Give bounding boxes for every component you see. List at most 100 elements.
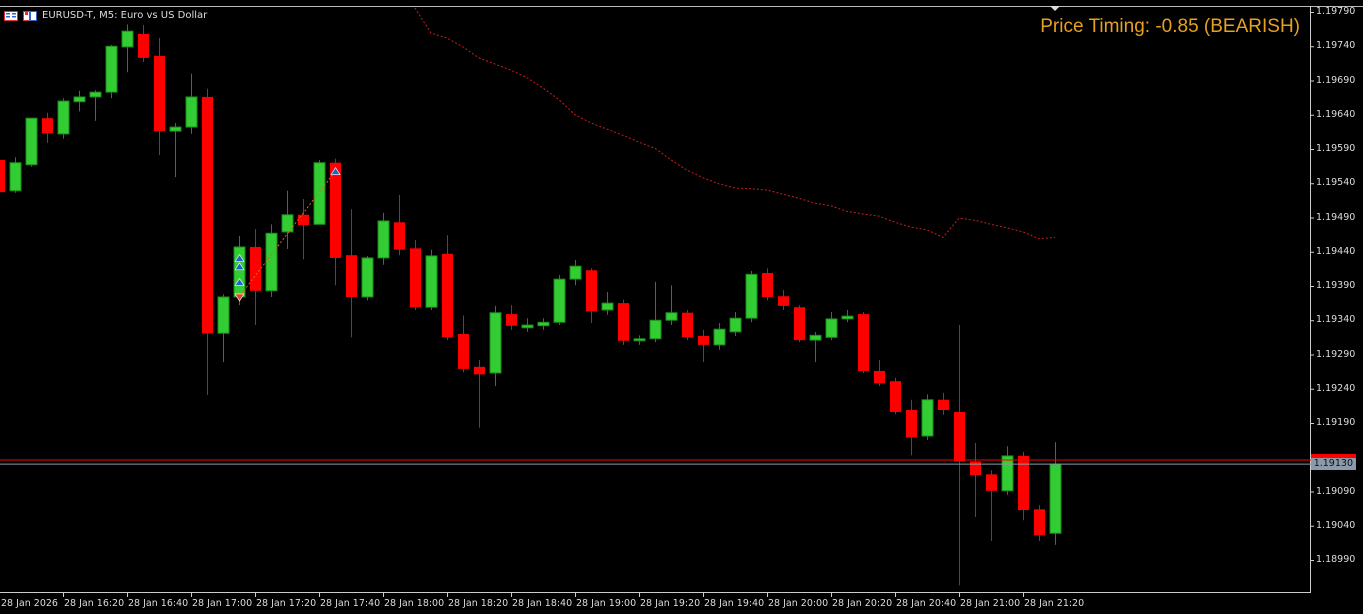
price-tick-label: 1.19340 (1316, 314, 1356, 326)
current-price-label: 1.19130 (1311, 458, 1356, 470)
price-tick-label: 1.19190 (1316, 417, 1356, 428)
price-tick-label: 1.19440 (1316, 245, 1356, 257)
time-tick-label: 28 Jan 19:40 (704, 598, 765, 609)
bullish-candle (729, 317, 742, 333)
bullish-candle (265, 232, 278, 292)
price-tick-label: 1.19090 (1316, 485, 1356, 497)
bearish-candle (794, 307, 805, 341)
bearish-candle (346, 255, 357, 297)
bearish-candle (778, 296, 789, 306)
time-tick-label: 28 Jan 18:20 (448, 598, 509, 609)
time-tick-label: 28 Jan 17:40 (320, 598, 381, 609)
time-tick-label: 28 Jan 18:00 (384, 598, 445, 609)
bullish-candle (105, 45, 118, 93)
bullish-candle (745, 273, 758, 319)
price-timing-indicator: Price Timing: -0.85 (BEARISH) (1040, 16, 1300, 37)
chart-window-icon[interactable] (23, 10, 37, 21)
time-tick-label: 28 Jan 20:20 (832, 598, 893, 609)
bullish-candle (57, 100, 70, 135)
buy-arrow-icon (234, 262, 245, 271)
bearish-candle (250, 246, 261, 291)
bullish-candle (809, 334, 822, 341)
sell-arrow-icon (234, 293, 245, 302)
price-tick-label: 1.19540 (1316, 177, 1356, 189)
bearish-candle (970, 461, 981, 476)
bearish-candle (874, 370, 885, 384)
price-tick-label: 1.19290 (1316, 348, 1356, 360)
buy-arrow-icon (330, 167, 341, 175)
time-tick-label: 28 Jan 20:00 (768, 598, 829, 609)
bearish-candle (474, 366, 485, 375)
bearish-candle (762, 272, 773, 297)
time-tick-label: 28 Jan 16:20 (64, 598, 125, 609)
bullish-candle (121, 30, 134, 48)
bullish-candle (601, 302, 614, 311)
bullish-candle (1049, 463, 1062, 534)
price-tick-label: 1.19790 (1316, 6, 1356, 17)
time-tick-label: 28 Jan 21:00 (960, 598, 1021, 609)
bullish-candle (89, 91, 102, 98)
bullish-candle (169, 126, 182, 132)
price-tick-label: 1.19390 (1316, 280, 1356, 291)
bearish-candle (682, 312, 693, 338)
bullish-candle (1001, 455, 1014, 492)
time-tick-label: 28 Jan 19:20 (640, 598, 701, 609)
bullish-candle (649, 319, 662, 340)
price-tick-label: 1.19490 (1316, 211, 1356, 223)
bullish-candle (185, 96, 198, 128)
bearish-candle (506, 314, 517, 326)
bearish-candle (1018, 455, 1029, 510)
bearish-candle (586, 270, 597, 312)
bearish-candle (202, 96, 213, 334)
buy-arrow-icon (234, 278, 245, 286)
ask-price-label (1311, 454, 1356, 459)
bearish-candle (458, 333, 469, 369)
bearish-candle (938, 399, 949, 410)
bullish-candle (9, 162, 22, 192)
bullish-candle (633, 338, 646, 342)
price-tick-label: 1.19690 (1316, 74, 1356, 86)
bearish-candle (906, 409, 917, 438)
bearish-candle (298, 214, 309, 226)
bullish-candle (665, 312, 678, 321)
price-tick-label: 1.19640 (1316, 108, 1356, 120)
bullish-candle (377, 220, 390, 259)
bearish-candle (858, 314, 869, 371)
bearish-candle (954, 412, 965, 462)
price-tick-label: 1.19740 (1316, 40, 1356, 52)
symbol-title: EURUSD-T, M5: Euro vs US Dollar (42, 10, 208, 21)
bullish-candle (569, 265, 582, 280)
bullish-candle (281, 214, 294, 233)
bullish-candle (73, 96, 86, 103)
bearish-candle (986, 474, 997, 491)
top-scale-strip (0, 0, 1363, 7)
time-tick-label: 28 Jan 21:20 (1024, 598, 1085, 609)
price-tick-label: 1.19040 (1316, 519, 1356, 531)
bearish-candle (394, 222, 405, 250)
time-tick-label: 28 Jan 20:40 (896, 598, 957, 609)
time-tick-label: 28 Jan 18:40 (512, 598, 573, 609)
bullish-candle (841, 315, 854, 320)
chart-list-icon[interactable] (4, 10, 18, 21)
time-tick-label: 28 Jan 17:00 (192, 598, 253, 609)
bearish-candle (1034, 509, 1045, 536)
time-tick-label: 28 Jan 17:20 (256, 598, 317, 609)
bullish-candle (921, 399, 934, 437)
chart-title: EURUSD-T, M5: Euro vs US Dollar (4, 10, 207, 21)
bullish-candle (361, 257, 374, 298)
buy-arrow-icon (234, 254, 245, 262)
bullish-candle (217, 296, 230, 334)
bullish-candle (825, 318, 838, 338)
bearish-candle (0, 159, 5, 193)
time-tick-label: 28 Jan 19:00 (576, 598, 637, 609)
time-tick-label: 28 Jan 2026 (1, 598, 58, 609)
bearish-candle (442, 253, 453, 338)
time-tick-label: 28 Jan 16:40 (128, 598, 189, 609)
bearish-candle (154, 55, 165, 132)
bearish-candle (410, 248, 421, 308)
bearish-candle (138, 33, 149, 58)
bearish-candle (698, 336, 709, 345)
bullish-candle (489, 312, 502, 374)
bullish-candle (713, 328, 726, 346)
